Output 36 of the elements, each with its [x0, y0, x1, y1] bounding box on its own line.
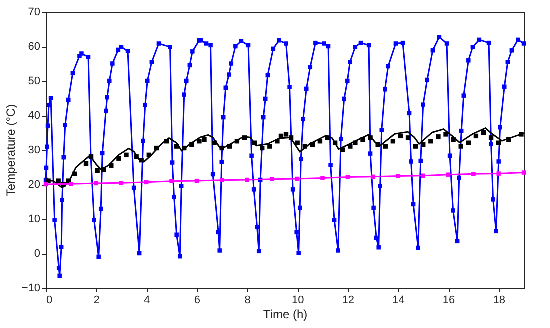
- point: [270, 177, 275, 182]
- point: [421, 174, 426, 178]
- x-tick-label: 16: [442, 294, 456, 306]
- point: [472, 172, 476, 176]
- x-tick-label: 10: [292, 294, 304, 306]
- x-tick-label: 4: [144, 294, 150, 306]
- y-axis-title: Temperature (°C): [4, 104, 18, 197]
- point: [396, 174, 400, 178]
- y-tick-label: 0: [34, 248, 40, 260]
- x-tick-label: 12: [342, 294, 355, 306]
- y-tick-label: 10: [28, 214, 40, 226]
- x-axis-title: Time (h): [263, 308, 308, 322]
- point: [446, 172, 451, 177]
- point: [94, 181, 98, 186]
- point: [144, 180, 149, 185]
- point: [69, 182, 74, 186]
- point: [245, 178, 250, 182]
- x-tick-label: 18: [493, 294, 506, 306]
- x-tick-label: 6: [194, 294, 201, 306]
- y-tick-label: 70: [28, 6, 40, 18]
- point: [522, 170, 526, 175]
- point: [320, 176, 325, 180]
- y-tick-label: 40: [28, 110, 40, 122]
- point: [346, 175, 350, 180]
- point: [170, 179, 174, 184]
- point: [496, 172, 501, 176]
- y-tick-label: 60: [28, 41, 40, 53]
- y-tick-label: −10: [22, 282, 40, 294]
- y-tick-label: 30: [28, 144, 40, 156]
- y-tick-label: 20: [28, 179, 40, 191]
- x-tick-label: 0: [46, 294, 53, 306]
- y-tick-label: 50: [28, 76, 40, 88]
- x-tick-label: 2: [94, 294, 100, 306]
- x-tick-label: 8: [244, 294, 251, 306]
- x-tick-label: 14: [392, 294, 405, 306]
- point: [220, 178, 224, 182]
